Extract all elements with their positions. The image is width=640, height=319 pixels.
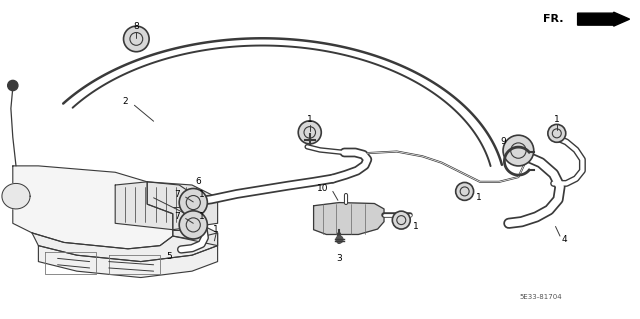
- Text: 7: 7: [175, 212, 180, 221]
- Polygon shape: [2, 183, 30, 209]
- Circle shape: [179, 211, 207, 239]
- Text: 10: 10: [317, 184, 329, 193]
- Text: 4: 4: [562, 235, 567, 244]
- Polygon shape: [32, 233, 218, 262]
- Text: 8: 8: [134, 22, 139, 31]
- Circle shape: [392, 211, 410, 229]
- Polygon shape: [147, 182, 218, 246]
- Circle shape: [548, 124, 566, 142]
- Text: 6: 6: [196, 177, 201, 186]
- Polygon shape: [115, 182, 218, 230]
- Text: 1: 1: [307, 115, 312, 124]
- Text: 1: 1: [200, 190, 205, 199]
- Text: FR.: FR.: [543, 14, 564, 24]
- Circle shape: [8, 80, 18, 91]
- Text: 7: 7: [175, 190, 180, 199]
- Circle shape: [124, 26, 149, 52]
- Text: 1: 1: [476, 193, 481, 202]
- Circle shape: [456, 182, 474, 200]
- Polygon shape: [13, 166, 173, 249]
- FancyArrow shape: [578, 12, 630, 26]
- Circle shape: [179, 189, 207, 217]
- Circle shape: [503, 135, 534, 166]
- Polygon shape: [314, 203, 384, 234]
- Text: 1: 1: [214, 225, 219, 234]
- Text: 1: 1: [200, 212, 205, 221]
- Text: 2: 2: [122, 97, 127, 106]
- Circle shape: [298, 121, 321, 144]
- Text: 1: 1: [554, 115, 559, 124]
- Text: 9: 9: [501, 137, 506, 146]
- Text: 5: 5: [167, 252, 172, 261]
- Polygon shape: [38, 246, 218, 278]
- Text: 5E33-81704: 5E33-81704: [520, 294, 562, 300]
- Text: 3: 3: [337, 254, 342, 263]
- Text: 1: 1: [413, 222, 419, 231]
